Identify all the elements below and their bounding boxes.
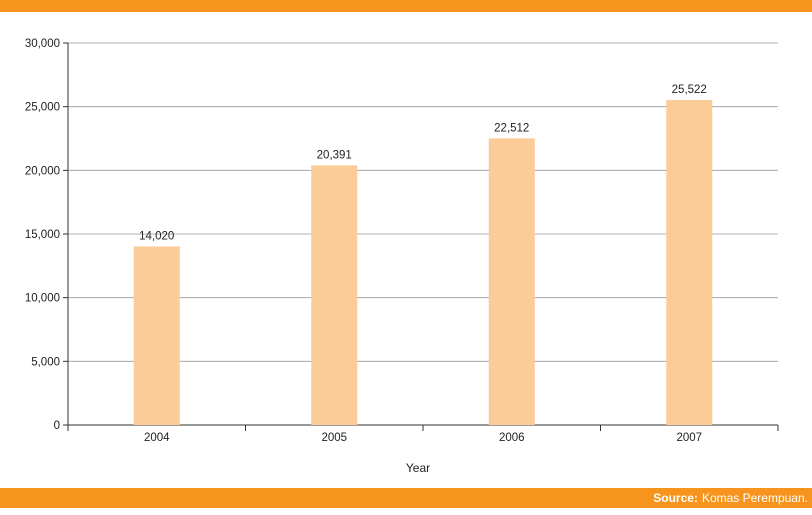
data-labels: 14,020 20,391 22,512 25,522 — [139, 84, 707, 242]
bar-chart: 0 5,000 10,000 15,000 20,000 25,000 30,000 14,… — [25, 38, 779, 475]
data-label-2006: 22,512 — [494, 122, 529, 134]
grid-lines — [68, 42, 778, 362]
y-tick-labels: 0 5,000 10,000 15,000 20,000 25,000 30,000 — [25, 38, 60, 432]
y-tick-label: 10,000 — [25, 293, 60, 305]
data-label-2007: 25,522 — [672, 84, 707, 96]
x-tick-label-2007: 2007 — [676, 432, 702, 444]
x-tick-labels: 2004 2005 2006 2007 — [144, 432, 702, 444]
data-label-2004: 14,020 — [139, 230, 174, 242]
source-text: Komas Perempuan. — [701, 491, 808, 505]
bar-2005 — [311, 165, 358, 425]
bar-2004 — [133, 246, 180, 425]
x-axis-label: Year — [406, 461, 430, 475]
y-tick-label: 30,000 — [25, 38, 60, 50]
bars — [133, 100, 713, 425]
x-tick-label-2006: 2006 — [499, 432, 525, 444]
source-label: Source: — [653, 491, 698, 505]
y-tick-label: 0 — [54, 420, 60, 432]
bar-2006 — [488, 138, 535, 425]
data-label-2005: 20,391 — [317, 149, 352, 161]
footer-bar: Source: Komas Perempuan. — [0, 488, 812, 508]
y-tick-label: 5,000 — [31, 356, 60, 368]
axes — [63, 42, 779, 431]
y-tick-label: 25,000 — [25, 102, 60, 114]
y-tick-label: 20,000 — [25, 165, 60, 177]
x-tick-label-2005: 2005 — [321, 432, 347, 444]
header-bar — [0, 0, 812, 12]
bar-2007 — [666, 100, 713, 425]
x-tick-label-2004: 2004 — [144, 432, 170, 444]
y-tick-label: 15,000 — [25, 229, 60, 241]
